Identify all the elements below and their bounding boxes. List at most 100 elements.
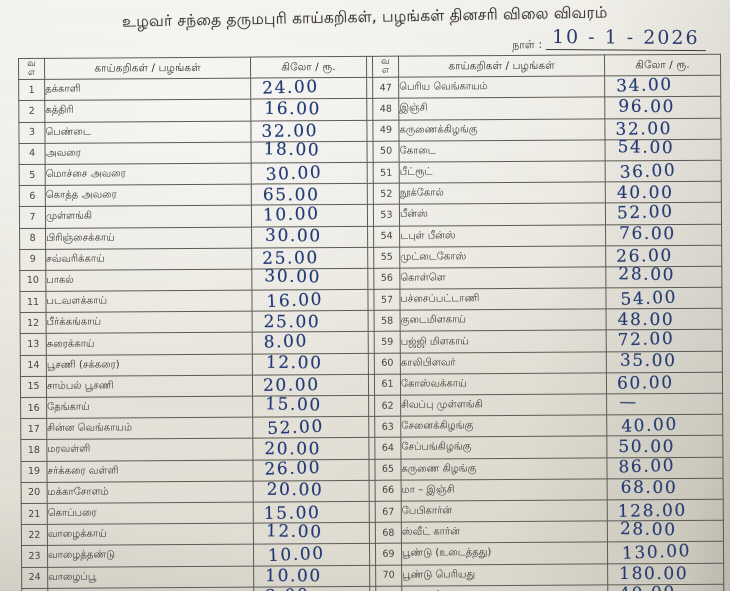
table-cell-rate: 12.00 — [253, 521, 370, 545]
table-cell-rate: 25.00 — [252, 310, 369, 333]
handwritten-rate: 20.00 — [262, 375, 320, 397]
table-cell-rate: 20.00 — [252, 437, 369, 460]
table-cell-item: பாகல் — [45, 268, 252, 292]
table-cell-item: பூசணி (சக்கரை) — [46, 353, 253, 377]
table-cell-rate: 54.00 — [605, 137, 722, 161]
header-right-rate: கிலோ / ரூ. — [604, 54, 721, 77]
table-cell-rate: 10.00 — [253, 564, 370, 587]
table-cell-rate: 10.00 — [253, 544, 370, 566]
table-cell-rate: 3.00 — [253, 586, 370, 591]
table-cell-item: பெண்டை — [44, 120, 252, 144]
table-cell-item: கத்திரி — [44, 99, 251, 122]
table-cell-serial: 3 — [18, 121, 46, 144]
table-cell-serial: 63 — [374, 416, 401, 438]
handwritten-rate: 180.00 — [619, 564, 689, 585]
handwritten-rate: 3.00 — [255, 586, 370, 591]
handwritten-rate: 40.00 — [609, 583, 724, 591]
handwritten-rate: 15.00 — [263, 502, 321, 524]
handwritten-rate: 72.00 — [617, 328, 675, 351]
header-left-serial: வ எ — [18, 58, 45, 80]
handwritten-rate: 12.00 — [265, 353, 323, 374]
table-cell-rate: — — [606, 392, 723, 416]
table-cell-item: பீட்ரூட் — [399, 160, 606, 184]
table-cell-item: கொப்பரை — [47, 502, 254, 525]
handwritten-rate: 15.00 — [264, 393, 323, 416]
table-cell-serial: 68 — [375, 522, 402, 544]
table-cell-serial: 13 — [20, 333, 47, 356]
table-cell-serial: 58 — [374, 310, 401, 332]
table-cell-item: ரஸ்தாளி வாழைப்பழம் — [401, 584, 608, 591]
table-cell-rate: 16.00 — [251, 289, 369, 312]
handwritten-rate: 60.00 — [616, 373, 674, 395]
table-cell-rate: 28.00 — [607, 519, 724, 543]
handwritten-rate: 30.00 — [265, 162, 323, 185]
handwritten-rate: 130.00 — [621, 540, 692, 564]
date-value: 10 - 1 - 2026 — [546, 25, 707, 52]
table-cell-rate: 68.00 — [607, 477, 724, 500]
table-cell-serial: 71 — [375, 585, 402, 591]
table-cell-item: மா – இஞ்சி — [401, 478, 608, 502]
header-left-rate: கிலோ / ரூ. — [250, 56, 367, 79]
table-cell-serial: 66 — [375, 479, 402, 502]
table-cell-item: சின்ன வெங்காயம் — [46, 417, 253, 440]
table-cell-serial: 8 — [19, 227, 46, 250]
table-cell-item: சர்க்கரை வள்ளி — [46, 459, 254, 483]
table-cell-item: குடைமிளகாய் — [400, 309, 607, 332]
table-cell-item: சவ்வரிக்காய் — [45, 247, 252, 271]
table-cell-rate: 26.00 — [252, 458, 370, 481]
table-cell-rate: 20.00 — [253, 480, 370, 503]
table-cell-serial: 47 — [372, 77, 399, 99]
table-cell-item: கருணைக்கிழங்கு — [398, 118, 606, 141]
table-cell-serial: 22 — [21, 524, 48, 546]
table-cell-item: பீன்ஸ் — [399, 203, 606, 226]
table-cell-serial: 62 — [374, 395, 401, 417]
header-right-item: காய்கறிகள் / பழங்கள் — [398, 54, 605, 78]
handwritten-rate: 34.00 — [615, 74, 674, 97]
table-cell-rate: 30.00 — [251, 225, 368, 248]
table-cell-rate: 34.00 — [604, 74, 721, 98]
table-cell-item: வாழைப்பூ — [47, 565, 254, 589]
table-cell-rate: 86.00 — [606, 456, 724, 479]
table-cell-rate: 20.00 — [252, 374, 369, 397]
table-cell-item: சுரைக்காய் — [46, 332, 253, 355]
table-cell-serial: 53 — [373, 204, 400, 226]
table-body: 1 தக்காளி 24.00 47 பெரிய வெங்காயம் 34.00 2 கத்த… — [18, 74, 725, 591]
table-cell-serial: 12 — [20, 312, 47, 334]
header-right-serial-line2: எ — [381, 65, 390, 76]
handwritten-rate: 54.00 — [617, 137, 675, 159]
table-cell-serial: 17 — [20, 418, 47, 440]
table-cell-rate: 52.00 — [605, 201, 722, 225]
handwritten-rate: 52.00 — [616, 201, 674, 224]
table-cell-rate: 16.00 — [250, 98, 367, 121]
table-cell-serial: 57 — [373, 289, 401, 311]
handwritten-rate: 10.00 — [267, 543, 326, 566]
handwritten-rate: 68.00 — [620, 477, 678, 499]
table-cell-item: மொச்சை அவரை — [45, 163, 252, 186]
table-cell-serial: 2 — [18, 100, 45, 123]
table-cell-rate: 40.00 — [605, 181, 722, 204]
table-cell-serial: 21 — [21, 503, 48, 525]
table-cell-item: கோடை — [399, 139, 606, 163]
table-cell-serial: 67 — [375, 501, 402, 523]
table-cell-serial: 7 — [19, 206, 46, 228]
table-cell-serial: 49 — [372, 119, 400, 142]
table-cell-item: சாம்பல் பூசணி — [46, 374, 253, 398]
table-cell-serial: 15 — [20, 376, 47, 398]
table-cell-item: தக்காளி — [44, 78, 251, 101]
table-cell-rate: 65.00 — [251, 183, 368, 206]
table-cell-rate: 40.00 — [606, 414, 723, 437]
handwritten-rate: 30.00 — [265, 225, 322, 247]
table-cell-rate: 12.00 — [252, 352, 369, 375]
table-cell-serial: 51 — [373, 162, 400, 184]
table-cell-item: வாழை இலை (பெரியது) — [47, 586, 254, 591]
table-cell-serial: 18 — [20, 439, 47, 462]
handwritten-rate: 20.00 — [266, 480, 324, 501]
table-cell-rate: 18.00 — [251, 140, 368, 164]
table-cell-serial: 64 — [374, 437, 401, 459]
handwritten-rate: 20.00 — [264, 439, 322, 460]
table-cell-serial: 48 — [372, 98, 399, 120]
table-cell-serial: 5 — [19, 164, 46, 186]
date-field: நாள் : 10 - 1 - 2026 — [512, 24, 707, 53]
table-cell-item: இஞ்சி — [398, 97, 605, 120]
handwritten-rate: 48.00 — [617, 309, 675, 330]
